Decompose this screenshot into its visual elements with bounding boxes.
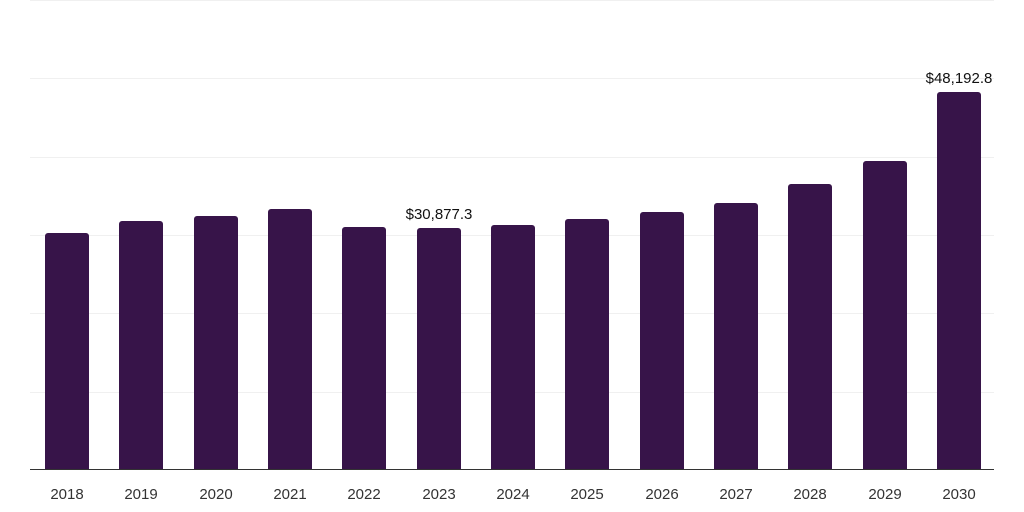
bar-2026[interactable] <box>640 212 684 470</box>
bar-2029[interactable] <box>863 161 907 470</box>
data-label: $30,877.3 <box>405 206 473 223</box>
x-tick-label: 2029 <box>868 486 902 503</box>
x-tick-label: 2028 <box>793 486 827 503</box>
x-tick-label: 2023 <box>422 486 456 503</box>
x-tick-label: 2030 <box>942 486 976 503</box>
bar-2019[interactable] <box>119 221 163 470</box>
x-axis-line <box>30 469 994 470</box>
x-tick-label: 2027 <box>719 486 753 503</box>
x-tick-label: 2020 <box>199 486 233 503</box>
x-tick-label: 2021 <box>273 486 307 503</box>
x-tick-label: 2026 <box>645 486 679 503</box>
bar-2020[interactable] <box>194 216 238 470</box>
bar-2027[interactable] <box>714 203 758 470</box>
x-tick-label: 2019 <box>124 486 158 503</box>
bar-2023[interactable] <box>417 228 461 470</box>
x-tick-label: 2018 <box>50 486 84 503</box>
bar-2022[interactable] <box>342 227 386 470</box>
bar-2028[interactable] <box>788 184 832 470</box>
gridline <box>30 0 994 1</box>
bar-2025[interactable] <box>565 219 609 470</box>
bar-2021[interactable] <box>268 209 312 470</box>
bar-2030[interactable] <box>937 92 981 470</box>
gridline <box>30 78 994 79</box>
x-tick-label: 2025 <box>570 486 604 503</box>
x-tick-label: 2024 <box>496 486 530 503</box>
bar-2018[interactable] <box>45 233 89 470</box>
x-tick-label: 2022 <box>347 486 381 503</box>
data-label: $48,192.8 <box>925 70 993 87</box>
gridline <box>30 157 994 158</box>
bar-2024[interactable] <box>491 225 535 470</box>
